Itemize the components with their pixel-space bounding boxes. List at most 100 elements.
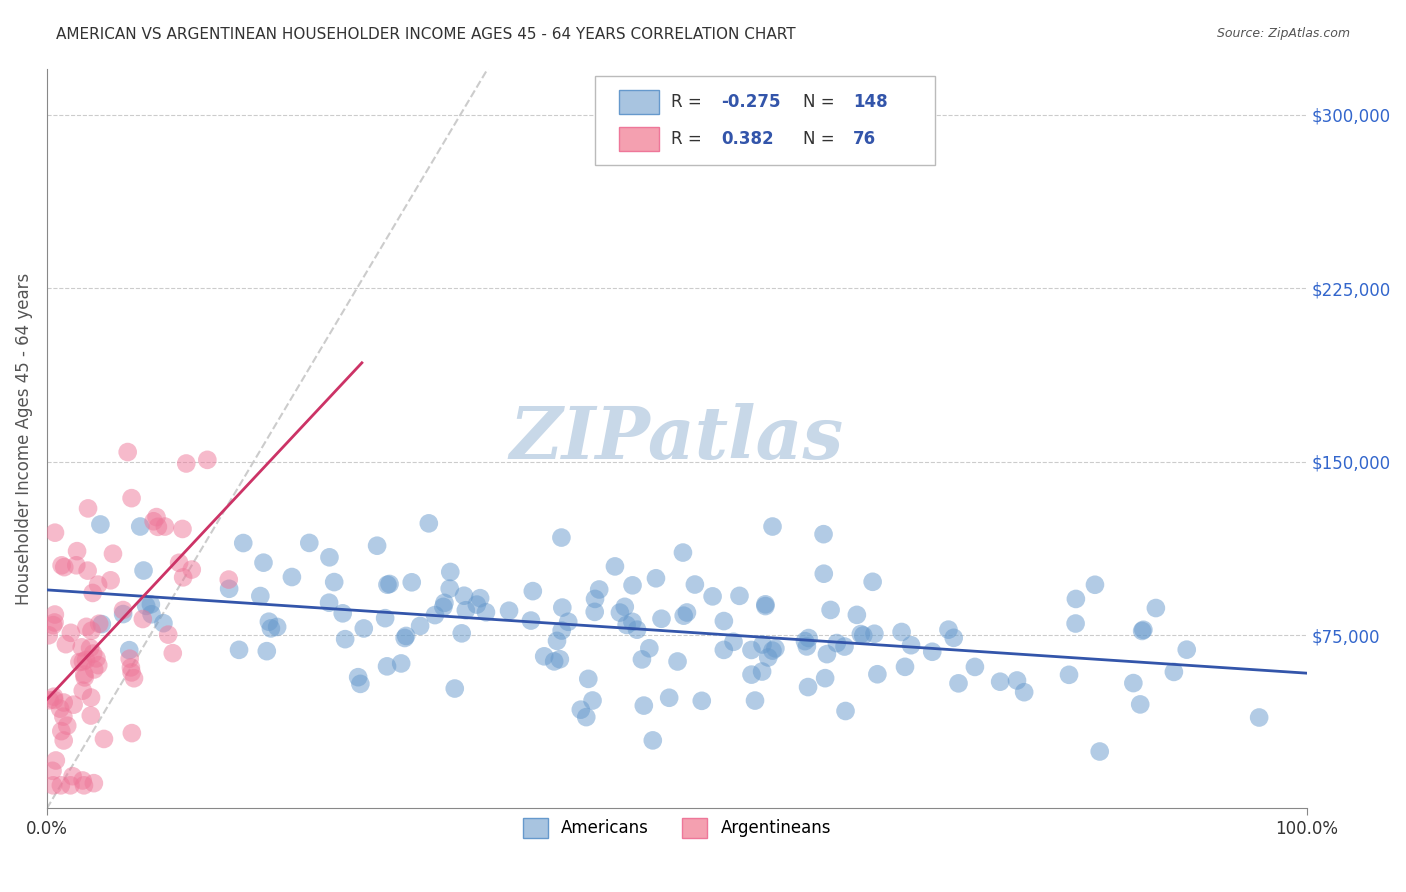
Argentineans — [44, 615, 66, 630]
Americans — [713, 643, 735, 657]
Americans — [1012, 685, 1035, 699]
FancyBboxPatch shape — [595, 76, 935, 165]
Americans — [232, 536, 254, 550]
Americans — [450, 626, 472, 640]
Americans — [550, 531, 572, 545]
Argentineans — [51, 724, 73, 739]
Americans — [763, 641, 786, 656]
Americans — [454, 603, 477, 617]
Americans — [825, 636, 848, 650]
Americans — [353, 622, 375, 636]
Argentineans — [72, 773, 94, 788]
Americans — [852, 628, 875, 642]
Argentineans — [172, 570, 194, 584]
Argentineans — [153, 519, 176, 533]
Americans — [631, 652, 654, 666]
Americans — [318, 550, 340, 565]
Americans — [439, 582, 461, 596]
Americans — [432, 599, 454, 614]
Americans — [465, 598, 488, 612]
Americans — [761, 643, 783, 657]
Americans — [409, 619, 432, 633]
Text: 0.382: 0.382 — [721, 130, 773, 148]
Americans — [475, 605, 498, 619]
Americans — [797, 631, 820, 645]
Americans — [423, 608, 446, 623]
Americans — [332, 607, 354, 621]
Argentineans — [162, 646, 184, 660]
Argentineans — [52, 696, 75, 710]
Americans — [942, 631, 965, 645]
Argentineans — [72, 655, 94, 669]
Americans — [1005, 673, 1028, 688]
Americans — [569, 703, 592, 717]
Americans — [377, 577, 399, 591]
Americans — [754, 599, 776, 613]
Argentineans — [80, 708, 103, 723]
Americans — [418, 516, 440, 531]
Americans — [439, 565, 461, 579]
Americans — [498, 604, 520, 618]
Americans — [849, 627, 872, 641]
Americans — [333, 632, 356, 647]
Argentineans — [121, 726, 143, 740]
Americans — [583, 591, 606, 606]
Americans — [588, 582, 610, 597]
Argentineans — [218, 573, 240, 587]
Americans — [666, 655, 689, 669]
Americans — [228, 643, 250, 657]
Argentineans — [122, 671, 145, 685]
Americans — [616, 618, 638, 632]
Americans — [948, 676, 970, 690]
Americans — [89, 517, 111, 532]
Americans — [548, 652, 571, 666]
Argentineans — [80, 624, 103, 638]
Americans — [1122, 676, 1144, 690]
Argentineans — [70, 640, 93, 655]
Argentineans — [118, 651, 141, 665]
Americans — [1163, 665, 1185, 679]
Americans — [740, 643, 762, 657]
Americans — [988, 674, 1011, 689]
Americans — [1064, 616, 1087, 631]
Argentineans — [83, 663, 105, 677]
Argentineans — [172, 522, 194, 536]
Americans — [894, 660, 917, 674]
Americans — [645, 571, 668, 585]
Americans — [218, 582, 240, 596]
Americans — [754, 597, 776, 611]
Argentineans — [145, 510, 167, 524]
Argentineans — [66, 544, 89, 558]
Argentineans — [87, 658, 110, 673]
Americans — [1064, 591, 1087, 606]
Argentineans — [93, 731, 115, 746]
Argentineans — [56, 719, 79, 733]
Argentineans — [49, 701, 72, 715]
Argentineans — [72, 683, 94, 698]
Argentineans — [79, 640, 101, 655]
Argentineans — [62, 698, 84, 712]
Americans — [814, 671, 837, 685]
Argentineans — [52, 709, 75, 723]
Americans — [266, 620, 288, 634]
Argentineans — [132, 612, 155, 626]
Americans — [1088, 745, 1111, 759]
Argentineans — [73, 670, 96, 684]
Americans — [1129, 698, 1152, 712]
Americans — [690, 694, 713, 708]
Americans — [621, 578, 644, 592]
Argentineans — [82, 586, 104, 600]
Argentineans — [42, 690, 65, 704]
Americans — [963, 660, 986, 674]
Argentineans — [53, 560, 76, 574]
Americans — [389, 657, 412, 671]
Americans — [641, 733, 664, 747]
Americans — [583, 605, 606, 619]
Argentineans — [180, 563, 202, 577]
Americans — [281, 570, 304, 584]
Americans — [1130, 624, 1153, 638]
Legend: Americans, Argentineans: Americans, Argentineans — [516, 811, 838, 845]
FancyBboxPatch shape — [619, 127, 659, 151]
Text: ZIPatlas: ZIPatlas — [510, 403, 844, 474]
Americans — [621, 615, 644, 629]
